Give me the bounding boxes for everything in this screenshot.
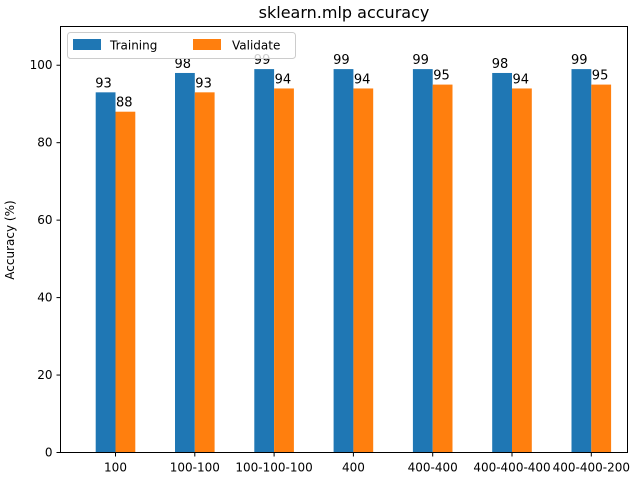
bar-training-3 (333, 69, 354, 453)
y-tick-label-2: 40 (37, 291, 52, 305)
x-tick-label-3: 400 (342, 461, 365, 475)
y-tick-label-5: 100 (30, 58, 53, 72)
legend-label-training: Training (109, 39, 157, 53)
data-label-validate-5: 94 (513, 72, 530, 87)
y-axis-label: Accuracy (%) (3, 200, 17, 279)
bar-validate-3 (353, 88, 374, 453)
bar-training-0 (95, 92, 116, 453)
y-axis: 0 20 40 60 80 100 (30, 58, 61, 460)
data-label-training-1: 98 (175, 57, 192, 72)
legend-label-validate: Validate (232, 39, 280, 53)
data-label-training-0: 93 (95, 76, 112, 91)
legend: Training Validate (67, 32, 296, 59)
bar-validate-5 (512, 88, 532, 453)
y-tick-label-4: 80 (37, 136, 52, 150)
data-label-validate-2: 94 (275, 72, 292, 87)
data-label-validate-1: 93 (195, 76, 212, 91)
bar-training-5 (492, 72, 512, 453)
bar-training-6 (571, 69, 592, 453)
bar-validate-1 (194, 92, 215, 453)
data-label-validate-4: 95 (433, 69, 450, 84)
data-label-validate-0: 88 (116, 96, 133, 111)
y-tick-label-0: 0 (45, 446, 53, 460)
legend-swatch-training (73, 39, 101, 50)
data-label-training-5: 98 (492, 57, 509, 72)
x-tick-label-6: 400-400-200 (553, 461, 630, 475)
plot-frame (60, 26, 628, 453)
y-tick-label-3: 60 (37, 213, 52, 227)
bar-validate-2 (274, 88, 294, 453)
data-label-training-6: 99 (571, 53, 588, 68)
x-tick-label-1: 100-100 (170, 461, 220, 475)
x-tick-label-5: 400-400-400 (473, 461, 550, 475)
bar-training-1 (175, 72, 195, 453)
data-label-training-3: 99 (333, 53, 350, 68)
x-axis: 100 100-100 100-100-100 400 400-400 400-400-4… (104, 452, 630, 475)
legend-swatch-validate (193, 39, 221, 50)
y-tick-label-1: 20 (37, 368, 52, 382)
x-tick-label-4: 400-400 (408, 461, 458, 475)
data-label-training-4: 99 (412, 53, 429, 68)
x-tick-label-0: 100 (104, 461, 127, 475)
bar-training-2 (254, 69, 275, 453)
x-tick-label-2: 100-100-100 (235, 461, 312, 475)
bar-validate-0 (115, 111, 136, 453)
chart-title: sklearn.mlp accuracy (259, 3, 430, 22)
legend-box (67, 32, 296, 59)
bars-group (95, 69, 612, 453)
bar-validate-4 (432, 84, 453, 453)
data-label-validate-6: 95 (592, 69, 609, 84)
data-label-validate-3: 94 (354, 72, 371, 87)
bar-validate-6 (591, 84, 612, 453)
bar-training-4 (412, 69, 433, 453)
